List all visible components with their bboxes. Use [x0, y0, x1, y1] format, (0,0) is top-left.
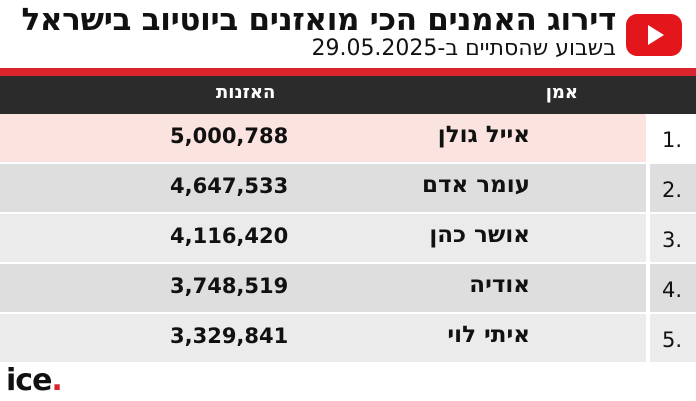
table-row: עומר אדם 4,647,533 2. — [0, 164, 696, 214]
table-row: אושר כהן 4,116,420 3. — [0, 214, 696, 264]
artist-name: איתי לוי — [447, 322, 530, 348]
table-row: איתי לוי 3,329,841 5. — [0, 314, 696, 364]
page-title: דירוג האמנים הכי מואזנים ביוטיוב בישראל — [21, 2, 616, 38]
row-main-cell: איתי לוי 3,329,841 — [0, 314, 646, 362]
accent-divider — [0, 68, 696, 76]
artist-name: אייל גולן — [437, 122, 530, 148]
row-main-cell: עומר אדם 4,647,533 — [0, 164, 646, 212]
ice-logo-text: ice — [6, 363, 52, 398]
rank-cell: 1. — [650, 114, 696, 162]
rank-cell: 4. — [650, 264, 696, 312]
row-main-cell: אושר כהן 4,116,420 — [0, 214, 646, 262]
ice-logo: ice. — [6, 363, 63, 398]
page-subtitle: בשבוע שהסתיים ב-29.05.2025 — [311, 36, 616, 61]
plays-count: 3,329,841 — [170, 324, 289, 348]
rank-cell: 3. — [650, 214, 696, 262]
rank-number: 5. — [662, 328, 683, 352]
youtube-logo-icon — [626, 14, 682, 56]
plays-count: 5,000,788 — [170, 124, 289, 148]
row-main-cell: אודיה 3,748,519 — [0, 264, 646, 312]
plays-count: 4,116,420 — [170, 224, 289, 248]
rank-cell: 5. — [650, 314, 696, 362]
rank-cell: 2. — [650, 164, 696, 212]
rank-number: 1. — [662, 128, 683, 152]
rank-number: 3. — [662, 228, 683, 252]
table-row: אייל גולן 5,000,788 1. — [0, 114, 696, 164]
ranking-table: אייל גולן 5,000,788 1. עומר אדם 4,647,53… — [0, 114, 696, 364]
ice-logo-dot: . — [51, 363, 62, 398]
rank-number: 4. — [662, 278, 683, 302]
plays-count: 4,647,533 — [170, 174, 289, 198]
artist-name: אושר כהן — [429, 222, 530, 248]
row-main-cell: אייל גולן 5,000,788 — [0, 114, 646, 162]
column-header-plays: האזנות — [216, 82, 276, 103]
column-header-artist: אמן — [545, 82, 578, 103]
artist-name: עומר אדם — [422, 172, 530, 198]
chart-header: דירוג האמנים הכי מואזנים ביוטיוב בישראל … — [0, 0, 696, 68]
rank-number: 2. — [662, 178, 683, 202]
plays-count: 3,748,519 — [170, 274, 289, 298]
table-row: אודיה 3,748,519 4. — [0, 264, 696, 314]
table-header: אמן האזנות — [0, 76, 696, 114]
artist-name: אודיה — [469, 272, 530, 298]
